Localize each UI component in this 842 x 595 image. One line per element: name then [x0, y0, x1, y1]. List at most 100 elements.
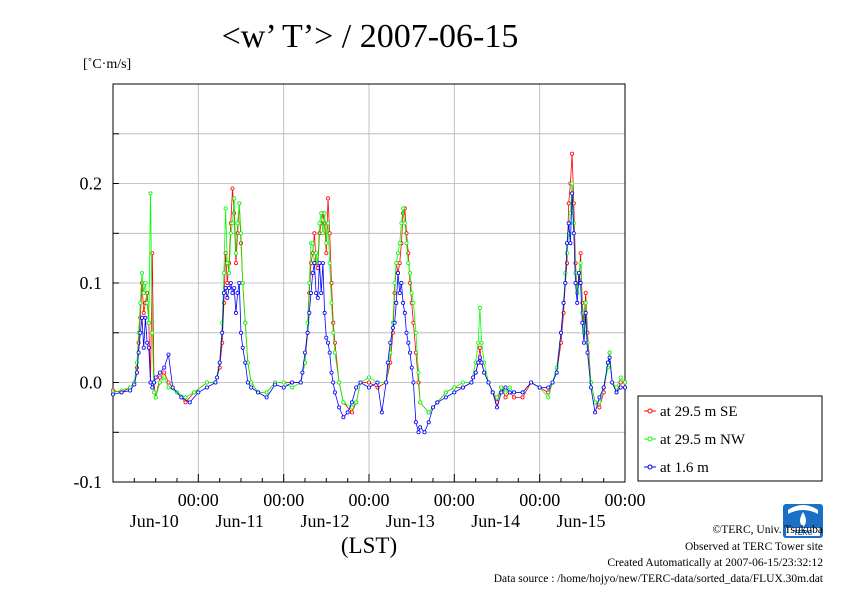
data-point [422, 430, 427, 435]
data-point [230, 221, 235, 226]
data-point [146, 345, 151, 350]
data-point [307, 310, 312, 315]
data-point [435, 400, 440, 405]
data-point [349, 405, 354, 410]
data-point [148, 380, 153, 385]
data-point [375, 380, 380, 385]
x-tick-date-label: Jun-11 [216, 511, 264, 531]
data-point [570, 191, 575, 196]
data-point [473, 370, 478, 375]
data-point [314, 251, 319, 256]
data-point [568, 241, 573, 246]
data-point [494, 395, 499, 400]
data-point [223, 206, 228, 211]
data-point [157, 380, 162, 385]
data-point [570, 181, 575, 186]
data-point [221, 290, 226, 295]
data-point [225, 261, 230, 266]
data-point [332, 350, 337, 355]
data-point [499, 390, 504, 395]
data-point [213, 380, 218, 385]
data-point [232, 196, 237, 201]
x-tick-time-label: 00:00 [263, 490, 304, 510]
data-point [411, 380, 416, 385]
data-point [394, 261, 399, 266]
data-point [416, 380, 421, 385]
data-point [503, 395, 508, 400]
data-point [566, 221, 571, 226]
data-point [418, 400, 423, 405]
data-point [575, 300, 580, 305]
legend-items: at 29.5 m SE at 29.5 m NW at 1.6 m [644, 404, 746, 476]
data-point [578, 261, 583, 266]
data-point [322, 211, 327, 216]
data-point [307, 280, 312, 285]
data-point [162, 370, 167, 375]
data-point [605, 360, 610, 365]
data-point [187, 400, 192, 405]
data-point [404, 241, 409, 246]
data-point [192, 390, 197, 395]
legend-box [637, 395, 823, 482]
y-tick-label: 0.2 [80, 174, 103, 194]
x-axis: 00:00Jun-1000:00Jun-1100:00Jun-1200:00Ju… [112, 474, 646, 531]
data-point [618, 375, 623, 380]
legend-label: at 29.5 m NW [660, 432, 746, 448]
data-point [324, 241, 329, 246]
data-point [145, 300, 150, 305]
data-point [561, 300, 566, 305]
data-point [460, 385, 465, 390]
data-point [554, 370, 559, 375]
data-point [151, 390, 156, 395]
data-point [349, 400, 354, 405]
data-point [559, 330, 564, 335]
data-point [397, 261, 402, 266]
data-point [358, 380, 363, 385]
x-tick-time-label: 00:00 [604, 490, 645, 510]
data-point [529, 380, 534, 385]
data-point [325, 340, 330, 345]
legend-item: at 29.5 m SE [644, 404, 738, 420]
data-point [150, 330, 155, 335]
data-point [411, 300, 416, 305]
data-point [264, 395, 269, 400]
data-point [499, 385, 504, 390]
legend-marker [647, 436, 653, 442]
data-point [290, 385, 295, 390]
data-point [399, 221, 404, 226]
data-point [512, 395, 517, 400]
data-point [443, 395, 448, 400]
data-point [503, 385, 508, 390]
data-point [204, 380, 209, 385]
data-point [476, 340, 481, 345]
data-point [223, 285, 228, 290]
data-point [585, 350, 590, 355]
data-point [479, 360, 484, 365]
data-point [512, 390, 517, 395]
data-point [486, 380, 491, 385]
data-point [298, 380, 303, 385]
data-point [233, 251, 238, 256]
data-point [310, 270, 315, 275]
data-point [240, 345, 245, 350]
data-point [264, 390, 269, 395]
data-point [426, 420, 431, 425]
data-point [119, 390, 124, 395]
data-point [397, 241, 402, 246]
data-point [411, 320, 416, 325]
data-point [384, 380, 389, 385]
data-point [395, 251, 400, 256]
data-point [402, 221, 407, 226]
footer-created: Created Automatically at 2007-06-15/23:3… [607, 557, 823, 569]
data-point [136, 350, 141, 355]
data-point [141, 345, 146, 350]
data-point [240, 280, 245, 285]
data-point [317, 221, 322, 226]
x-axis-label: (LST) [341, 533, 397, 558]
data-point [233, 310, 238, 315]
data-point [281, 380, 286, 385]
data-point [430, 405, 435, 410]
data-point [166, 385, 171, 390]
data-point [228, 231, 233, 236]
